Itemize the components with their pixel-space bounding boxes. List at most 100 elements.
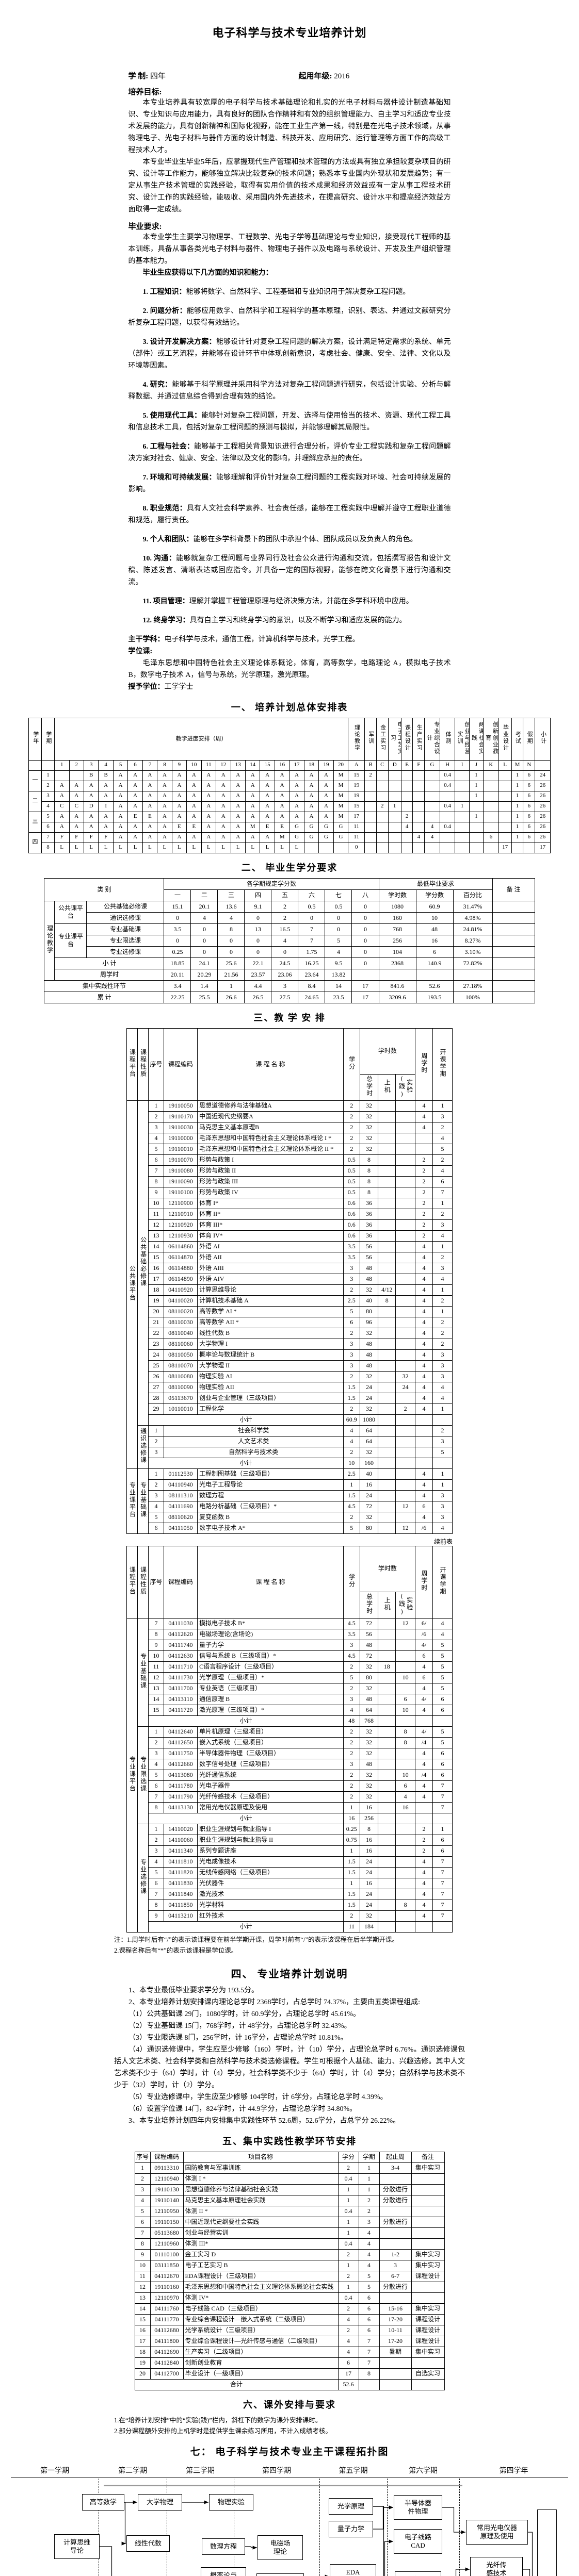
legend-code: A — [348, 759, 365, 771]
course-value — [395, 1479, 416, 1491]
week-cell: E — [171, 821, 187, 833]
sem-credit-cell: 0 — [190, 923, 218, 935]
section2-title: 二、 毕业生学分要求 — [241, 862, 338, 873]
practice-header: 学期 — [358, 2151, 380, 2163]
graduation-item-lead: 6. 工程与社会： — [142, 443, 195, 451]
subtotal-hours: 160 — [359, 1457, 379, 1469]
practice-row: 6 19110150 中国近现代史纲要社会实践 1 3 分散进行 — [134, 2216, 445, 2228]
course-value: 3 — [432, 1435, 453, 1447]
course-value: 2 — [343, 1511, 360, 1523]
course-value: 6 — [432, 1845, 453, 1857]
course-code: 06114890 — [163, 1273, 198, 1285]
course-value — [378, 1165, 396, 1177]
course-code: 14110060 — [163, 1834, 198, 1846]
course-value: 32 — [359, 1284, 379, 1296]
course-name: 外语 AIV — [197, 1273, 344, 1285]
course-code: 04113210 — [163, 1910, 198, 1922]
course-row: 26 08110080 物理实验 AI 2 32 32 4 3 — [127, 1370, 453, 1382]
course-value: 6 — [415, 1500, 433, 1512]
course-row: 29 10110010 工程化学 2 32 2 4 1 — [127, 1403, 453, 1415]
course-name: 职业生涯规划与就业指导 II — [197, 1834, 344, 1846]
course-box: 电磁场 理论 — [258, 2535, 303, 2560]
value-cell — [439, 790, 456, 802]
course-value — [395, 1360, 416, 1372]
course-no: 19 — [148, 1295, 164, 1307]
practice-cell: 6 — [358, 2324, 380, 2336]
total-credits: 52.6 — [337, 2379, 359, 2390]
value-cell — [388, 790, 401, 802]
course-code: 04111790 — [163, 1791, 198, 1803]
course-no: 20 — [148, 1306, 164, 1317]
prerequisite-arrows — [100, 2500, 533, 2576]
week-cell: L — [260, 842, 275, 853]
practice-cell: 0.4 — [337, 2238, 359, 2250]
sem-credit-cell: 3.5 — [164, 923, 191, 935]
course-name: 外语 AII — [197, 1251, 344, 1263]
course-value — [415, 1425, 433, 1436]
course-value: 48 — [359, 1349, 379, 1361]
course-value — [378, 1877, 396, 1889]
value-cell: 4 — [412, 832, 425, 843]
value-cell — [469, 801, 484, 812]
legend-code: K — [483, 759, 499, 771]
value-cell — [400, 842, 413, 853]
practice-cell: 15 — [134, 2314, 151, 2325]
course-code: 06114870 — [163, 1251, 198, 1263]
week-cell: A — [216, 821, 231, 833]
week-cell: A — [157, 801, 172, 812]
course-row: 14 04113110 通信原理 B 3 48 6 4/6 — [127, 1693, 453, 1705]
course-row: 专业课平台 专业基础课 7 04111030 模拟电子技术 B* 4.5 72 12 6/4 — [126, 1617, 453, 1933]
course-value — [395, 1143, 416, 1155]
course-row: 14 06114860 外语 AI 3.5 56 4 1 — [127, 1241, 453, 1252]
course-value — [395, 1100, 416, 1112]
extracurricular-notes: 1.在“培养计划安排”中的“实验(践)”栏内，斜杠下的数字为课外安排课时。 2.部… — [114, 2415, 465, 2437]
course-value: 4 — [415, 1910, 433, 1922]
course-code: 04112620 — [163, 1628, 198, 1640]
section7-title: 七： 电子科学与技术专业主干课程拓扑图 — [190, 2446, 389, 2457]
course-code: 10110010 — [163, 1403, 198, 1415]
practice-header: 项目名称 — [183, 2151, 339, 2163]
course-value: 64 — [359, 1425, 379, 1436]
course-value — [395, 1628, 416, 1640]
hours-sub-header: 总学时 — [359, 1074, 379, 1101]
week-cell: A — [186, 832, 202, 843]
value-cell: 4 — [424, 832, 440, 843]
practice-name: 光学系统设计（三级项目） — [183, 2324, 339, 2336]
practice-row: 8 12110960 体测 III* 0.4 4 — [134, 2238, 445, 2250]
course-value — [395, 1197, 416, 1209]
practice-cell: 集中实习 — [411, 2259, 445, 2271]
course-value: 2 — [343, 1284, 360, 1296]
value-cell: 17 — [535, 842, 551, 853]
practice-cell: 4 — [358, 2238, 380, 2250]
course-value: 16 — [359, 1802, 379, 1813]
legend-header: 考试 — [511, 718, 524, 761]
sem-col-header: 七 — [325, 889, 352, 901]
category-cell: 专业限选课 — [86, 934, 165, 947]
course-value — [395, 1219, 416, 1231]
course-row: 12 04111730 光学原理（三级项目）* 5 80 10 6 5 — [127, 1672, 453, 1683]
course-no: 18 — [148, 1284, 164, 1296]
value-cell: 11 — [348, 821, 365, 833]
course-code: 04112650 — [163, 1737, 198, 1748]
practice-cell: 09113310 — [150, 2162, 184, 2174]
min-cell: 10 — [415, 912, 454, 924]
plan-note: （5）专业选修课中，学生应至少修够 104学时，计 6学分，占理论总学时 4.3… — [128, 2093, 388, 2101]
sem-credit-cell: 9.5 — [325, 957, 352, 969]
week-number: 8 — [157, 759, 172, 771]
course-value: 2 — [415, 1219, 433, 1231]
value-cell — [498, 811, 512, 822]
course-value: 4 — [432, 1381, 453, 1393]
course-value: 1 — [432, 1197, 453, 1209]
practice-cell: 03111850 — [150, 2259, 184, 2271]
practice-cell: 19110140 — [150, 2194, 184, 2206]
blank-cell — [378, 1414, 396, 1426]
week-cell: G — [303, 821, 319, 833]
week-cell: L — [201, 842, 217, 853]
value-cell: 1 — [511, 780, 524, 791]
course-code: 08111310 — [163, 1490, 198, 1501]
course-box: 数字电子技术 — [256, 2573, 304, 2576]
sem-credit-cell: 16.5 — [271, 923, 299, 935]
course-name: 大学物理 I — [197, 1338, 344, 1350]
sem-credit-cell: 0 — [298, 912, 326, 924]
course-value — [395, 1468, 416, 1480]
